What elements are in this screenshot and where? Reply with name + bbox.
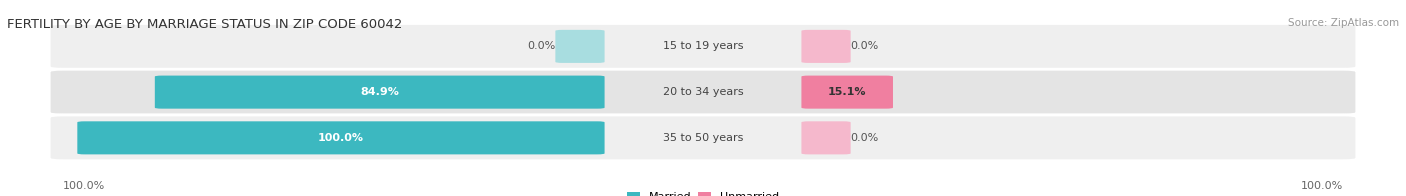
FancyBboxPatch shape [77, 121, 605, 154]
FancyBboxPatch shape [801, 76, 893, 109]
FancyBboxPatch shape [49, 69, 1357, 115]
Text: 15.1%: 15.1% [828, 87, 866, 97]
Text: 100.0%: 100.0% [318, 133, 364, 143]
Text: 20 to 34 years: 20 to 34 years [662, 87, 744, 97]
FancyBboxPatch shape [555, 30, 605, 63]
Text: Source: ZipAtlas.com: Source: ZipAtlas.com [1288, 18, 1399, 28]
Text: FERTILITY BY AGE BY MARRIAGE STATUS IN ZIP CODE 60042: FERTILITY BY AGE BY MARRIAGE STATUS IN Z… [7, 18, 402, 31]
Text: 0.0%: 0.0% [851, 133, 879, 143]
FancyBboxPatch shape [801, 121, 851, 154]
FancyBboxPatch shape [801, 30, 851, 63]
FancyBboxPatch shape [49, 24, 1357, 69]
Text: 0.0%: 0.0% [527, 41, 555, 51]
Text: 0.0%: 0.0% [851, 41, 879, 51]
Legend: Married, Unmarried: Married, Unmarried [627, 192, 779, 196]
Text: 100.0%: 100.0% [63, 181, 105, 191]
Text: 35 to 50 years: 35 to 50 years [662, 133, 744, 143]
Text: 100.0%: 100.0% [1301, 181, 1343, 191]
Text: 84.9%: 84.9% [360, 87, 399, 97]
FancyBboxPatch shape [49, 115, 1357, 161]
FancyBboxPatch shape [155, 76, 605, 109]
Text: 15 to 19 years: 15 to 19 years [662, 41, 744, 51]
